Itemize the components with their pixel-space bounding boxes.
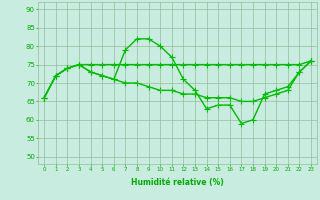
X-axis label: Humidité relative (%): Humidité relative (%)	[131, 178, 224, 187]
